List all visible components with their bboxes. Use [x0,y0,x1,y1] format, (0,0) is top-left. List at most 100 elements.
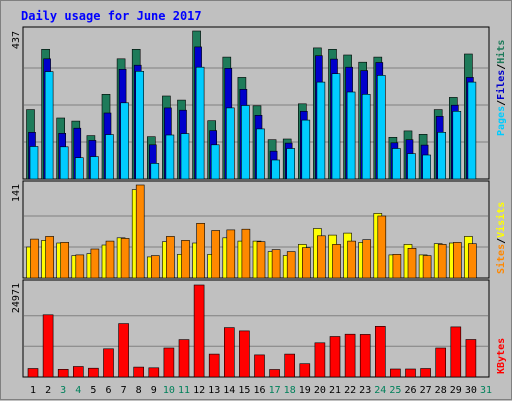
legend-sites: Sites [495,244,507,274]
x-tick-label: 7 [121,385,127,396]
bar-kbytes [450,326,462,378]
x-tick-label: 18 [284,385,296,396]
bar-sites [286,251,296,279]
legend-files: Files [495,70,507,100]
bar-pages [392,148,401,180]
bar-sites [452,242,462,279]
chart-title: Daily usage for June 2017 [21,9,202,23]
x-tick-label: 9 [151,385,157,396]
bar-sites [271,249,281,279]
bar-kbytes [254,354,265,378]
x-tick-label: 28 [435,385,447,396]
bar-sites [226,229,236,279]
legend-sep-2: / [496,64,507,70]
y-max-label-kbytes: 24971 [11,283,22,313]
bars [26,30,477,378]
bar-kbytes [57,368,69,378]
bar-kbytes [359,334,371,378]
bar-pages [256,128,265,180]
bar-sites [347,240,356,279]
bar-kbytes [88,367,99,378]
bar-sites [468,243,477,279]
x-tick-label: 8 [136,385,142,396]
bar-pages [44,71,54,180]
bar-kbytes [435,347,447,378]
bar-pages [316,81,326,180]
x-tick-label: 2 [45,385,51,396]
x-tick-label: 1 [30,385,36,396]
bar-kbytes [299,363,311,378]
bar-pages [422,154,431,180]
legend-kbytes-panel: KBytes [496,338,507,374]
bar-sites [301,247,311,279]
x-tick-label: 11 [178,385,190,396]
x-tick-label: 13 [208,385,220,396]
legend-sep-1: / [496,100,507,106]
x-tick-label: 30 [465,385,477,396]
bar-sites [407,248,417,279]
legend-hits-panel: Pages/Files/Hits [495,40,507,136]
bar-kbytes [73,366,84,378]
bar-kbytes [118,323,129,378]
x-tick-label: 25 [389,385,401,396]
y-max-label-hits: 437 [11,31,22,49]
x-tick-label: 26 [404,385,416,396]
bar-sites [45,236,54,279]
x-tick-label: 23 [359,385,371,396]
bar-kbytes [390,368,401,378]
bar-pages [376,75,386,180]
bar-pages [120,102,129,180]
bar-pages [105,134,114,180]
x-tick-label: 10 [163,385,175,396]
bar-sites [211,230,220,279]
x-tick-label: 20 [314,385,326,396]
x-tick-label: 5 [90,385,96,396]
bar-pages [210,144,220,180]
bar-pages [301,119,311,180]
bar-sites [135,184,145,279]
bar-sites [241,228,251,279]
bar-sites [362,239,372,279]
bar-pages [195,66,205,180]
bar-kbytes [193,284,205,378]
bar-kbytes [314,342,326,378]
bar-pages [135,71,144,180]
bar-sites [196,223,205,279]
legend-hits: Hits [495,40,507,64]
bar-pages [271,159,280,180]
bar-kbytes [420,368,431,378]
bar-sites [151,255,160,279]
bar-pages [180,133,190,180]
x-tick-label: 31 [480,385,492,396]
bar-kbytes [178,339,190,378]
bar-pages [467,81,477,180]
bar-sites [60,242,70,279]
legend-pages: Pages [496,106,507,136]
x-axis-labels: 1 2 3 4 5 6 7 8 9 10 11 12 13 14 15 16 17 18 19 20 21 22 23 24 2… [30,385,492,396]
bar-kbytes [374,325,386,378]
x-tick-label: 14 [223,385,235,396]
bar-sites [120,238,130,279]
bar-sites [437,244,447,279]
x-tick-label: 22 [344,385,356,396]
bar-pages [452,111,462,180]
bar-sites [256,241,266,279]
bar-sites [377,215,387,279]
bar-sites [422,255,432,279]
bar-kbytes [42,314,54,378]
bar-pages [407,153,416,180]
bar-kbytes [465,339,477,378]
x-tick-label: 19 [299,385,311,396]
bar-kbytes [163,347,175,378]
bar-pages [150,163,160,180]
bar-pages [241,105,250,180]
x-tick-label: 29 [450,385,462,396]
bar-kbytes [27,368,39,378]
bar-sites [332,244,341,279]
bar-kbytes [269,369,280,378]
bar-sites [105,240,115,279]
bar-sites [75,254,85,279]
x-tick-label: 15 [238,385,250,396]
legend-sep-3: / [496,238,507,244]
